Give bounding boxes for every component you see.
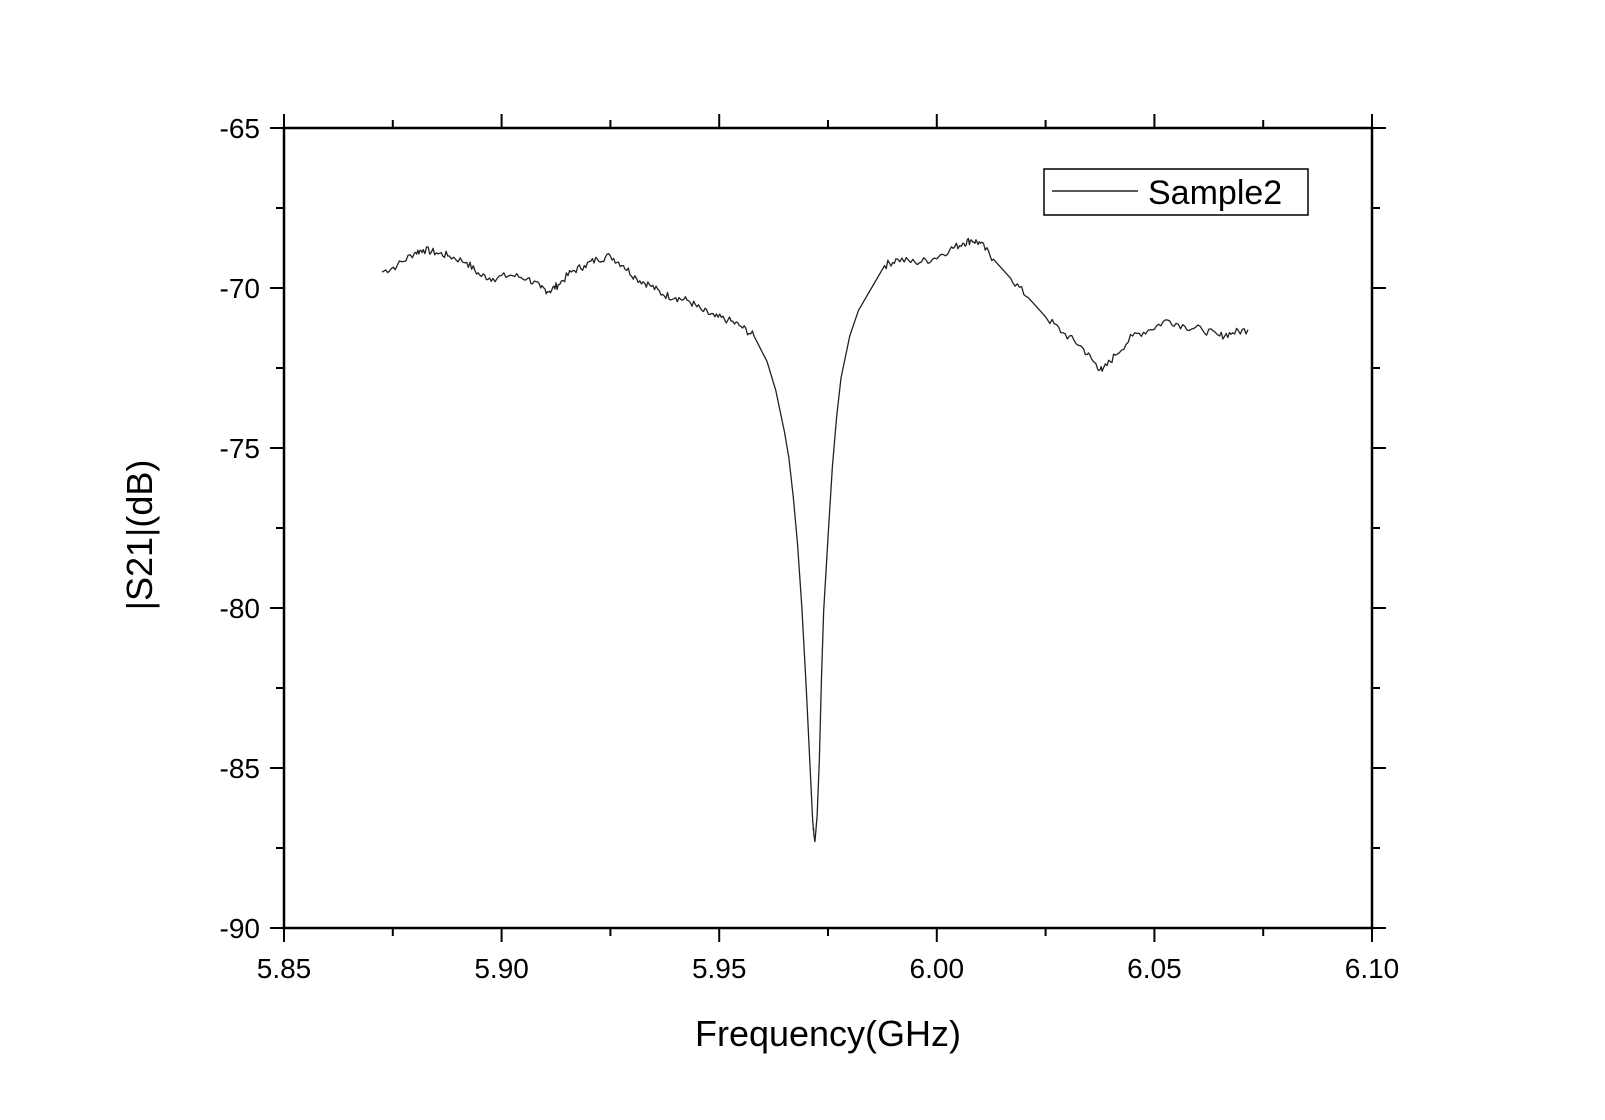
x-tick-label: 5.90	[474, 953, 529, 984]
x-tick-label: 5.95	[692, 953, 747, 984]
x-tick-label: 6.10	[1345, 953, 1400, 984]
x-axis-title: Frequency(GHz)	[695, 1013, 961, 1054]
legend-box	[1043, 168, 1309, 216]
legend-label-sample2: Sample2	[1148, 174, 1282, 212]
series-line-sample2	[381, 237, 1249, 843]
y-tick-label: -85	[220, 753, 260, 784]
y-axis-title: |S21|(dB)	[119, 460, 160, 611]
y-axis: -65 -70 -75 -80 -85 -90	[220, 113, 1386, 944]
y-tick-label: -70	[220, 273, 260, 304]
x-tick-label: 5.85	[257, 953, 312, 984]
y-tick-label: -80	[220, 593, 260, 624]
y-tick-label: -75	[220, 433, 260, 464]
x-tick-label: 6.00	[910, 953, 965, 984]
legend: Sample2	[1043, 168, 1309, 216]
y-tick-label: -65	[220, 113, 260, 144]
y-tick-label: -90	[220, 913, 260, 944]
x-axis: 5.85 5.90 5.95 6.00 6.05 6.10	[257, 114, 1400, 984]
x-tick-label: 6.05	[1127, 953, 1182, 984]
series-layer	[381, 237, 1249, 843]
